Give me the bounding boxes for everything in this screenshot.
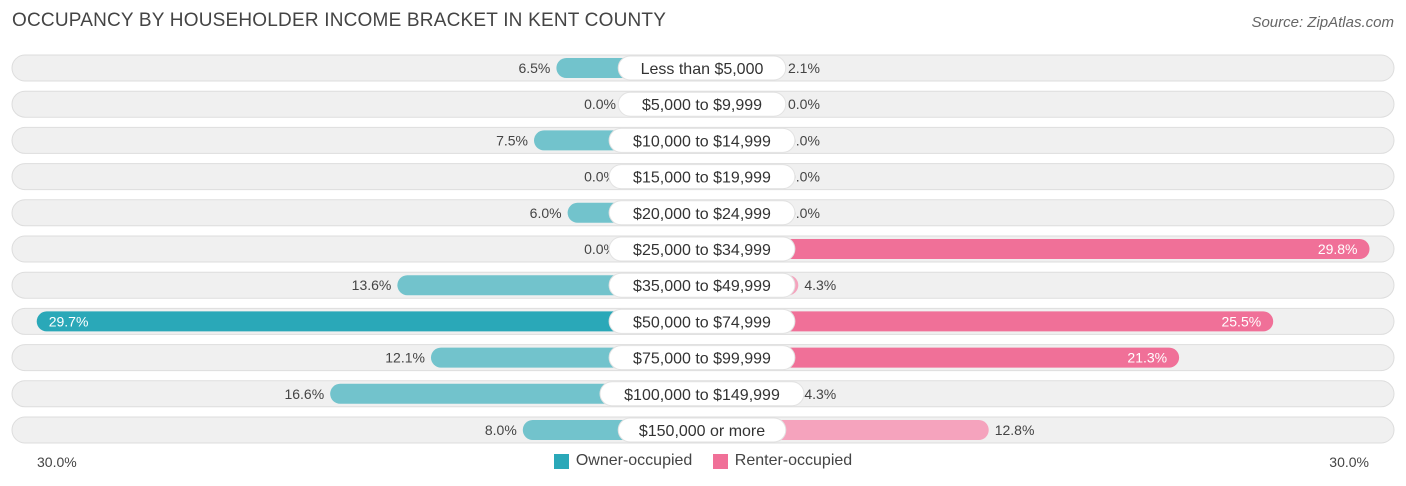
owner-value-label: 0.0% (584, 241, 616, 257)
legend-swatch-owner (553, 453, 569, 469)
owner-value-label: 13.6% (352, 277, 392, 293)
category-pill (608, 236, 796, 262)
category-pill (608, 200, 796, 226)
category-label: $150,000 or more (639, 423, 765, 440)
category-label: $35,000 to $49,999 (633, 278, 771, 295)
category-pill (608, 345, 796, 371)
renter-value-label: 12.8% (995, 422, 1035, 438)
category-label: $10,000 to $14,999 (633, 133, 771, 150)
category-pill (617, 91, 787, 117)
owner-value-label: 6.0% (530, 205, 562, 221)
category-pill (608, 164, 796, 190)
category-label: $5,000 to $9,999 (642, 97, 762, 114)
category-label: $15,000 to $19,999 (633, 170, 771, 187)
category-label: Less than $5,000 (641, 61, 764, 78)
axis-left-label: 30.0% (37, 454, 77, 470)
renter-value-label: 0.0% (788, 132, 820, 148)
legend: Owner-occupied Renter-occupied (0, 452, 1406, 474)
owner-value-label: 8.0% (485, 422, 517, 438)
category-pill (617, 55, 787, 81)
renter-value-label: 0.0% (788, 96, 820, 112)
owner-value-label: 12.1% (385, 350, 425, 366)
owner-bar (36, 311, 703, 332)
category-pill (617, 417, 787, 443)
renter-bar (702, 347, 1180, 368)
legend-label-renter: Renter-occupied (734, 452, 853, 469)
renter-value-label: 25.5% (1221, 313, 1261, 329)
renter-value-label: 4.3% (804, 277, 836, 293)
renter-value-label: 29.8% (1318, 241, 1358, 257)
renter-value-label: 21.3% (1127, 350, 1167, 366)
owner-value-label: 16.6% (284, 386, 324, 402)
renter-bar (702, 311, 1274, 332)
axis-right-label: 30.0% (1329, 454, 1369, 470)
category-label: $20,000 to $24,999 (633, 206, 771, 223)
renter-value-label: 4.3% (804, 386, 836, 402)
renter-value-label: 0.0% (788, 169, 820, 185)
owner-value-label: 0.0% (584, 169, 616, 185)
renter-value-label: 2.1% (788, 60, 820, 76)
category-pill (608, 308, 796, 334)
owner-value-label: 7.5% (496, 132, 528, 148)
source-label: Source: ZipAtlas.com (1251, 14, 1394, 31)
renter-value-label: 0.0% (788, 205, 820, 221)
category-pill (608, 272, 796, 298)
category-pill (599, 381, 805, 407)
category-label: $50,000 to $74,999 (633, 314, 771, 331)
owner-value-label: 0.0% (584, 96, 616, 112)
category-label: $25,000 to $34,999 (633, 242, 771, 259)
category-label: $75,000 to $99,999 (633, 351, 771, 368)
legend-item-owner[interactable]: Owner-occupied (553, 452, 693, 470)
renter-bar (702, 239, 1370, 259)
legend-item-renter[interactable]: Renter-occupied (712, 452, 853, 470)
owner-value-label: 29.7% (49, 313, 89, 329)
category-pill (608, 127, 796, 153)
category-label: $100,000 to $149,999 (624, 387, 780, 404)
legend-swatch-renter (712, 453, 728, 469)
owner-value-label: 6.5% (518, 60, 550, 76)
chart-title: OCCUPANCY BY HOUSEHOLDER INCOME BRACKET … (12, 10, 667, 31)
legend-label-owner: Owner-occupied (575, 452, 693, 469)
